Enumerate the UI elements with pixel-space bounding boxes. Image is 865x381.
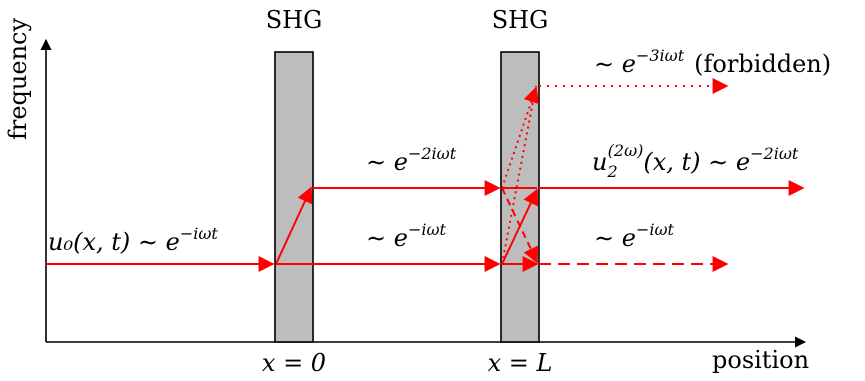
x-axis-label: position: [712, 346, 809, 374]
mid-second-harmonic-label: ∼ e−2iωt: [366, 144, 457, 176]
downconversion-dashed: [501, 187, 539, 264]
y-axis-label: frequency: [4, 18, 32, 140]
output-fundamental-label: ∼ e−iωt: [594, 220, 675, 252]
crystal-1-position: x = 0: [262, 349, 326, 377]
upconversion-1: [275, 186, 313, 265]
output-second-harmonic-label: u2(2ω)(x, t) ∼ e−2iωt: [592, 141, 799, 181]
mid-fundamental-label: ∼ e−iωt: [366, 220, 447, 252]
input-field-label: u₀(x, t) ∼ e−iωt: [48, 224, 218, 256]
third-harmonic-label: ∼ e−3iωt (forbidden): [594, 46, 831, 78]
crystal-2-position: x = L: [488, 349, 553, 377]
crystal-1-label: SHG: [266, 6, 323, 34]
crystal-2-label: SHG: [492, 6, 549, 34]
forbidden-path-dotted-1: [501, 85, 537, 265]
